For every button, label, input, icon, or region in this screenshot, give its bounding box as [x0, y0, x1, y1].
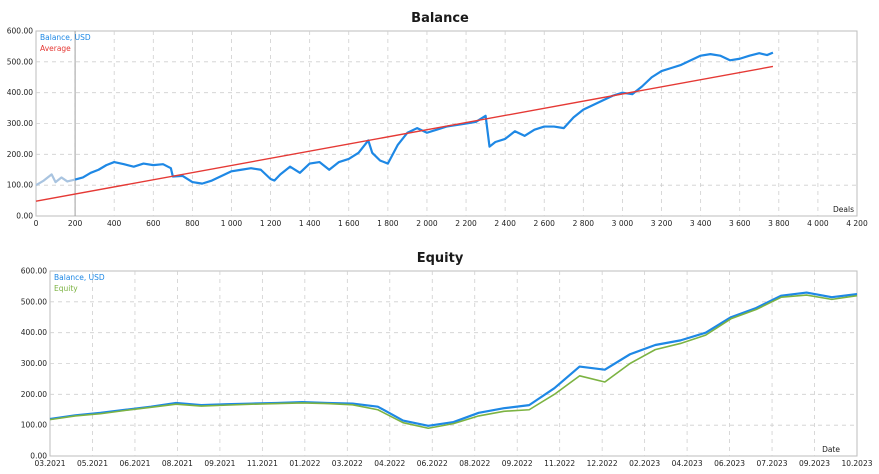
- x-tick-label: 4 200: [846, 219, 868, 228]
- x-tick-label: 1 600: [338, 219, 360, 228]
- x-tick-label: 800: [185, 219, 200, 228]
- x-tick-label: 3 400: [690, 219, 712, 228]
- x-tick-label: 06.2022: [417, 459, 448, 468]
- x-tick-label: 07.2023: [757, 459, 788, 468]
- x-tick-label: 08.2021: [162, 459, 193, 468]
- x-tick-label: 3 000: [612, 219, 634, 228]
- balance-y-ticks: 0.00 100.00 200.00 300.00 400.00 500.00 600.00: [7, 27, 33, 221]
- x-tick-label: 04.2022: [374, 459, 405, 468]
- x-tick-label: 2 400: [494, 219, 516, 228]
- x-tick-label: 09.2022: [502, 459, 533, 468]
- x-tick-label: 11.2022: [544, 459, 575, 468]
- x-tick-label: 09.2023: [799, 459, 830, 468]
- x-tick-label: 04.2023: [672, 459, 703, 468]
- x-tick-label: 3 200: [651, 219, 673, 228]
- x-tick-label: 200: [68, 219, 83, 228]
- x-tick-label: 09.2021: [204, 459, 235, 468]
- y-tick-label: 100.00: [21, 421, 47, 430]
- y-tick-label: 100.00: [7, 181, 33, 190]
- series-line-balance-usd: [74, 51, 774, 185]
- y-tick-label: 200.00: [21, 390, 47, 399]
- x-tick-label: 11.2021: [247, 459, 278, 468]
- equity-x-axis-label: Date: [822, 445, 840, 454]
- x-tick-label: 10.2023: [841, 459, 872, 468]
- y-tick-label: 0.00: [30, 452, 47, 461]
- y-tick-label: 600.00: [7, 27, 33, 36]
- balance-chart: Balance 0.00 100.00 200.00 300.00 400.00 500.…: [7, 11, 868, 228]
- balance-chart-title: Balance: [411, 11, 469, 26]
- x-tick-label: 4 000: [807, 219, 829, 228]
- equity-grid: [50, 271, 857, 456]
- equity-x-ticks: 03.2021 05.2021 06.2021 08.2021 09.2021 11.20…: [34, 459, 872, 468]
- x-tick-label: 01.2022: [289, 459, 320, 468]
- x-tick-label: 1 400: [299, 219, 321, 228]
- x-tick-label: 2 600: [533, 219, 555, 228]
- balance-x-ticks: 0 200 400 600 800 1 000 1 200 1 400 1 600 1 800 2 …: [34, 219, 868, 228]
- x-tick-label: 2 200: [455, 219, 477, 228]
- x-tick-label: 3 800: [768, 219, 790, 228]
- equity-legend-equity: Equity: [54, 284, 78, 293]
- equity-legend-balance: Balance, USD: [54, 273, 105, 282]
- x-tick-label: 03.2022: [332, 459, 363, 468]
- x-tick-label: 3 600: [729, 219, 751, 228]
- equity-y-ticks: 0.00 100.00 200.00 300.00 400.00 500.00 600.00: [21, 267, 47, 461]
- x-tick-label: 1 000: [221, 219, 243, 228]
- balance-legend-balance: Balance, USD: [40, 33, 91, 42]
- x-tick-label: 08.2022: [459, 459, 490, 468]
- balance-legend-average: Average: [40, 44, 71, 53]
- y-tick-label: 200.00: [7, 150, 33, 159]
- x-tick-label: 600: [146, 219, 161, 228]
- x-tick-label: 03.2021: [34, 459, 65, 468]
- y-tick-label: 400.00: [21, 328, 47, 337]
- x-tick-label: 1 800: [377, 219, 399, 228]
- equity-series: [49, 291, 858, 430]
- series-line-balance-usd: [49, 291, 858, 427]
- x-tick-label: 400: [107, 219, 122, 228]
- x-tick-label: 02.2023: [629, 459, 660, 468]
- x-tick-label: 06.2023: [714, 459, 745, 468]
- x-tick-label: 2 000: [416, 219, 438, 228]
- y-tick-label: 300.00: [21, 359, 47, 368]
- y-tick-label: 300.00: [7, 119, 33, 128]
- x-tick-label: 0: [34, 219, 39, 228]
- balance-x-axis-label: Deals: [833, 205, 854, 214]
- series-line-balance-usdpre: [35, 173, 76, 187]
- x-tick-label: 06.2021: [119, 459, 150, 468]
- y-tick-label: 500.00: [21, 297, 47, 306]
- equity-chart-title: Equity: [417, 251, 464, 266]
- series-line-average: [35, 65, 774, 202]
- y-tick-label: 600.00: [21, 267, 47, 276]
- x-tick-label: 05.2021: [77, 459, 108, 468]
- x-tick-label: 2 800: [573, 219, 595, 228]
- x-tick-label: 1 200: [260, 219, 282, 228]
- balance-series: [35, 31, 774, 216]
- y-tick-label: 0.00: [16, 212, 33, 221]
- y-tick-label: 500.00: [7, 57, 33, 66]
- equity-chart: Equity 0.00 100.00 200.00 300.00 400.00 500.0…: [21, 251, 873, 468]
- balance-grid: [36, 31, 857, 216]
- x-tick-label: 12.2022: [587, 459, 618, 468]
- series-line-equity: [49, 294, 858, 430]
- y-tick-label: 400.00: [7, 88, 33, 97]
